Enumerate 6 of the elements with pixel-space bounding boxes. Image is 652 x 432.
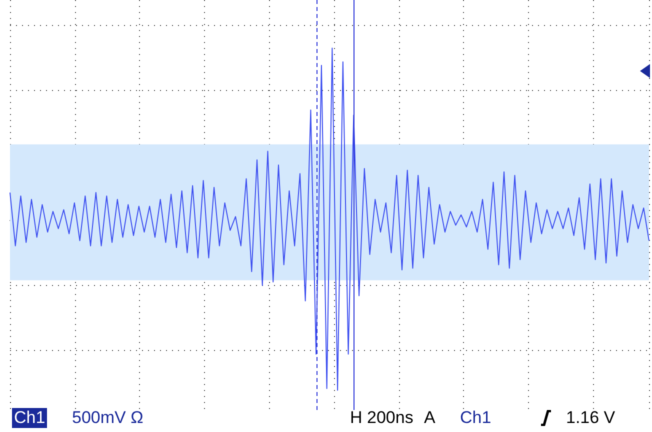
text: 1.16 V: [566, 408, 616, 428]
text: Ch1: [12, 408, 48, 428]
text: 500mV Ω: [72, 408, 144, 428]
text: A: [424, 408, 436, 428]
text: H 200ns: [350, 408, 414, 428]
text: Ch1: [460, 408, 492, 428]
